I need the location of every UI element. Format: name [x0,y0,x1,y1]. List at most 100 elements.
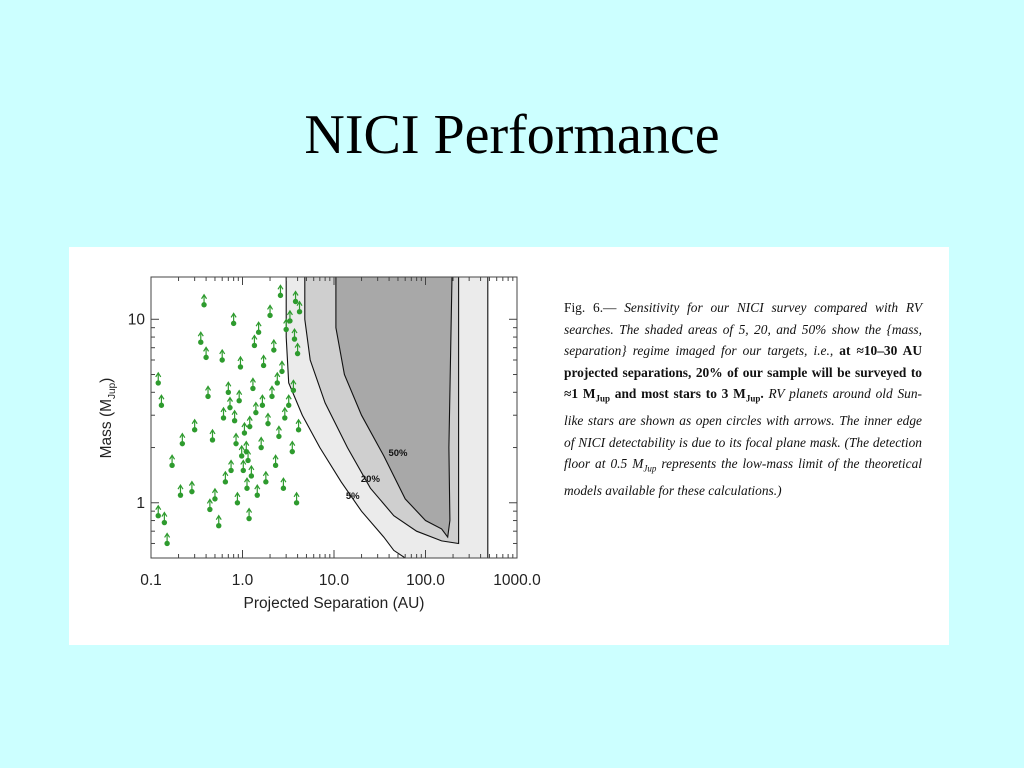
rv-planet-point [249,377,256,392]
svg-text:Mass (MJup): Mass (MJup) [98,378,118,459]
contour-label-3: 50% [388,448,408,459]
rv-planet-point [158,394,165,408]
figure-panel: 5% 20% 50% 0.1 1.0 10.0 100.0 1000.0 1 10 Projec… [69,247,949,645]
rv-planet-point [252,401,259,416]
caption-sub-3: Jup [643,463,657,474]
rv-planet-point [219,348,226,363]
rv-planet-point [260,354,267,369]
rv-planet-point [206,498,213,513]
rv-planet-point [230,312,237,327]
caption-text-3: and most stars to 3 M [609,386,746,401]
rv-planet-point [267,304,274,319]
rv-planet-point [275,425,282,440]
rv-planet-point [179,432,186,447]
rv-planet-point [248,464,255,479]
rv-planet-point [240,459,247,474]
detection-contours [285,277,489,558]
rv-planet-point [295,418,302,433]
y-tick-label: 1 [136,495,145,512]
rv-planet-point [177,484,184,498]
contour-labels: 5%20% 50% [346,448,408,502]
rv-planet-point [233,432,240,447]
sensitivity-chart: 5%20% 50% 0.1 1.0 10.0 100.0 1000.0 1 10 Projec… [98,276,541,612]
rv-planet-point [155,504,162,519]
rv-planet-point [293,491,300,506]
y-axis-label-main: Mass (M [98,399,115,458]
rv-planet-point [245,449,252,464]
rv-planet-point [255,321,262,335]
rv-planet-point [241,421,248,436]
rv-planet-point [161,511,168,526]
rv-planet-point [296,300,303,315]
rv-planet-point [258,436,265,451]
rv-planet-point [274,371,281,386]
rv-planet-point [203,346,210,361]
x-tick-label: 1.0 [232,572,254,589]
rv-planet-point [188,480,195,495]
rv-planet-point [294,342,301,357]
rv-planet-point [243,477,251,491]
rv-planet-point [226,396,234,411]
caption-text-6: represents the low-mass limit of the the… [564,456,922,499]
rv-planet-point [285,394,292,408]
rv-planet-point [234,491,241,506]
rv-planet-point [278,360,285,375]
rv-planet-points [155,284,303,547]
caption-text-4: . [760,386,769,401]
rv-planet-point [281,406,288,421]
rv-planet-point [197,331,204,345]
caption-sub-2: Jup [745,393,761,404]
slide-title: NICI Performance [304,104,720,166]
rv-planet-point [237,355,244,370]
x-tick-label: 0.1 [140,572,162,589]
caption-sub-1: Jup [595,393,610,404]
y-axis-label-sub: Jup [107,382,118,399]
contour-label-2: 20% [361,474,381,485]
x-tick-label: 1000.0 [493,572,541,589]
y-axis-label: Mass (MJup) [98,378,118,459]
rv-planet-point [191,418,198,433]
rv-planet-point [246,415,253,430]
rv-planet-point [290,379,297,394]
rv-planet-point [286,309,293,324]
rv-planet-point [268,385,275,400]
rv-planet-point [169,454,176,469]
axis-ticks: 0.1 1.0 10.0 100.0 1000.0 1 10 [128,277,541,589]
caption-text-2: at ≈10–30 AU projected separations, 20% … [564,343,922,401]
rv-planet-point [164,532,171,547]
rv-planet-point [270,338,277,353]
caption-text-5: RV planets around old Sun-like stars are… [564,386,923,472]
rv-planet-point [264,412,272,427]
rv-planet-point [228,459,235,474]
caption-text-1: Sensitivity for our NICI survey compared… [564,300,922,358]
rv-planet-point [222,470,229,485]
rv-planet-point [259,394,266,408]
rv-planet-point [251,334,258,349]
x-tick-label: 10.0 [319,572,350,589]
rv-planet-point [236,389,243,404]
rv-planet-point [272,454,279,469]
rv-planet-point [225,381,232,395]
rv-planet-point [220,406,227,421]
x-axis-label: Projected Separation (AU) [244,595,425,612]
y-tick-label: 10 [128,311,146,328]
contour-region-3 [335,277,453,539]
y-axis-label-end: ) [98,378,115,383]
rv-planet-point [209,428,216,443]
rv-planet-point [231,409,238,424]
rv-planet-point [155,371,162,386]
rv-planet-point [254,484,261,498]
rv-planet-point [201,293,208,308]
rv-planet-point [289,440,296,455]
rv-planet-point [262,470,269,485]
rv-planet-point [246,507,253,522]
x-tick-label: 100.0 [406,572,445,589]
rv-planet-point [205,385,212,400]
caption-lead: Fig. 6.— [564,300,625,315]
figure-caption: Fig. 6.— Sensitivity for our NICI survey… [564,297,922,502]
rv-planet-point [211,487,218,502]
rv-planet-point [238,444,245,459]
rv-planet-point [292,290,299,305]
contour-label-1: 5% [346,491,360,502]
rv-planet-point [277,284,284,299]
